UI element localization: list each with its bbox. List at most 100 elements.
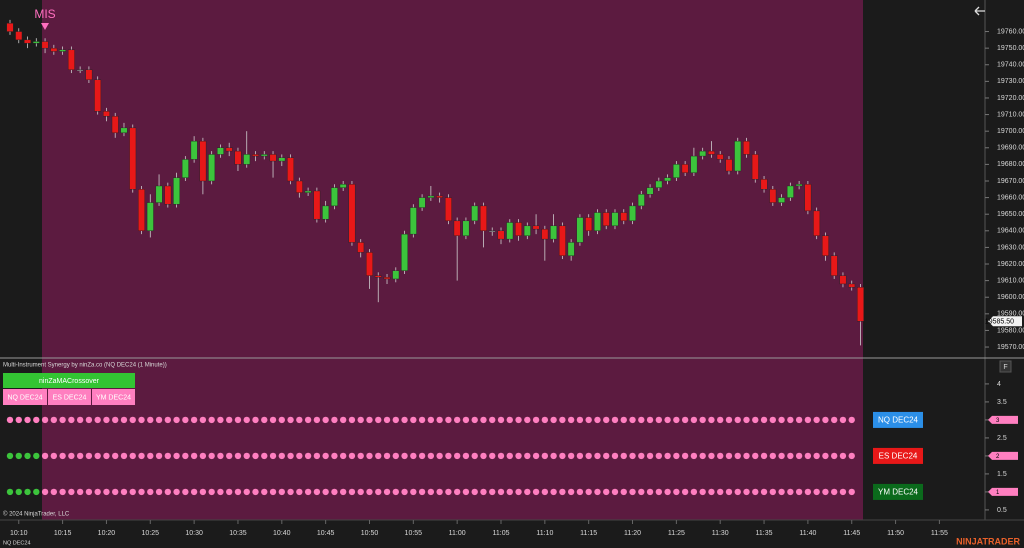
value-marker-label: 1 [996,490,1000,496]
signal-dot [567,488,575,496]
candle-body [155,185,163,203]
signal-dot [646,452,654,460]
signal-dot [155,488,163,496]
signal-dot [830,416,838,424]
signal-dot [120,488,128,496]
candle-body [681,164,689,173]
strategy-button[interactable] [3,373,135,388]
candle-body [550,225,558,240]
signal-dot [576,416,584,424]
instrument-button-label[interactable]: NQ DEC24 [7,394,42,401]
signal-dot [357,452,364,460]
signal-dot [453,488,461,496]
candle-body [348,184,356,243]
signal-dot [147,488,154,496]
signal-dot [313,416,321,424]
candle-body [409,207,417,235]
signal-dot [129,452,136,460]
candle-body [427,195,435,198]
signal-dot [734,452,741,460]
signal-dot [550,416,557,424]
x-tick-label: 11:30 [712,530,729,537]
panel-button-label[interactable]: F [1003,364,1007,371]
signal-dot [778,452,785,460]
signal-dot [190,488,198,496]
signal-dot [848,416,855,424]
candle-body [480,205,487,232]
signal-dot [489,488,496,496]
signal-dot [462,488,470,496]
signal-dot [839,488,847,496]
signal-dot [559,488,566,496]
signal-label: MIS [34,7,55,21]
signal-dot [629,488,636,496]
signal-dot [304,416,312,424]
y-tick-label: 19610.00 [997,277,1024,284]
instrument-button-label[interactable]: YM DEC24 [96,394,131,401]
instrument-button[interactable] [92,389,135,405]
signal-dot [331,452,338,460]
signal-dot [41,452,49,460]
y-tick-label: 0.5 [997,507,1007,514]
candle-body [24,39,31,44]
candle-body [374,275,382,278]
value-marker-label: 3 [996,418,1000,424]
signal-dot [68,452,75,460]
panel-title: Multi-Instrument Synergy by ninZa.co (NQ… [3,363,167,369]
signal-dot [515,452,522,460]
panel-button[interactable] [999,360,1012,373]
signal-dot [725,452,733,460]
candle-body [6,23,14,32]
signal-dot [655,452,663,460]
y-tick-label: 19740.00 [997,62,1024,69]
signal-dot [559,452,566,460]
signal-dot [112,416,119,424]
signal-dot [506,416,513,424]
signal-dot [822,488,829,496]
signal-dot [839,416,847,424]
candle-body [857,287,864,322]
candle-body [848,283,856,288]
signal-dot [6,452,14,460]
candle-body [278,157,286,162]
instrument-button-label[interactable]: ES DEC24 [53,394,87,401]
signal-dot [375,488,382,496]
candle-body [50,47,58,52]
session-highlight [42,0,863,520]
signal-dot [182,488,189,496]
signal-dot [252,488,259,496]
strategy-button-label[interactable]: ninZaMACrossover [39,378,100,385]
signal-dot [427,416,435,424]
signal-dot [506,452,513,460]
candle-body [611,212,619,227]
signal-dot [515,416,522,424]
signal-dot [471,416,478,424]
instrument-button[interactable] [48,389,91,405]
candle-body [830,255,838,276]
candle-body [59,49,67,52]
signal-dot [760,452,768,460]
back-arrow[interactable] [974,6,985,16]
signal-dot [795,488,803,496]
x-tick-label: 11:45 [843,530,860,537]
signal-dot [129,488,136,496]
candle-body [366,252,373,276]
signal-dot [339,452,347,460]
x-tick-label: 11:10 [536,530,553,537]
signal-dot [813,416,820,424]
signal-dot [164,416,172,424]
instrument-button[interactable] [3,389,47,405]
candle-body [804,184,812,212]
signal-dot [357,488,364,496]
signal-dot [734,416,741,424]
signal-dot [436,488,443,496]
signal-dot [611,416,619,424]
signal-dot [752,416,759,424]
value-marker-label: 2 [996,454,1000,460]
signal-dot [287,488,294,496]
signal-dot [769,488,777,496]
signal-dot [50,488,58,496]
signal-dot [620,452,627,460]
signal-dot [147,452,154,460]
signal-dot [85,488,93,496]
